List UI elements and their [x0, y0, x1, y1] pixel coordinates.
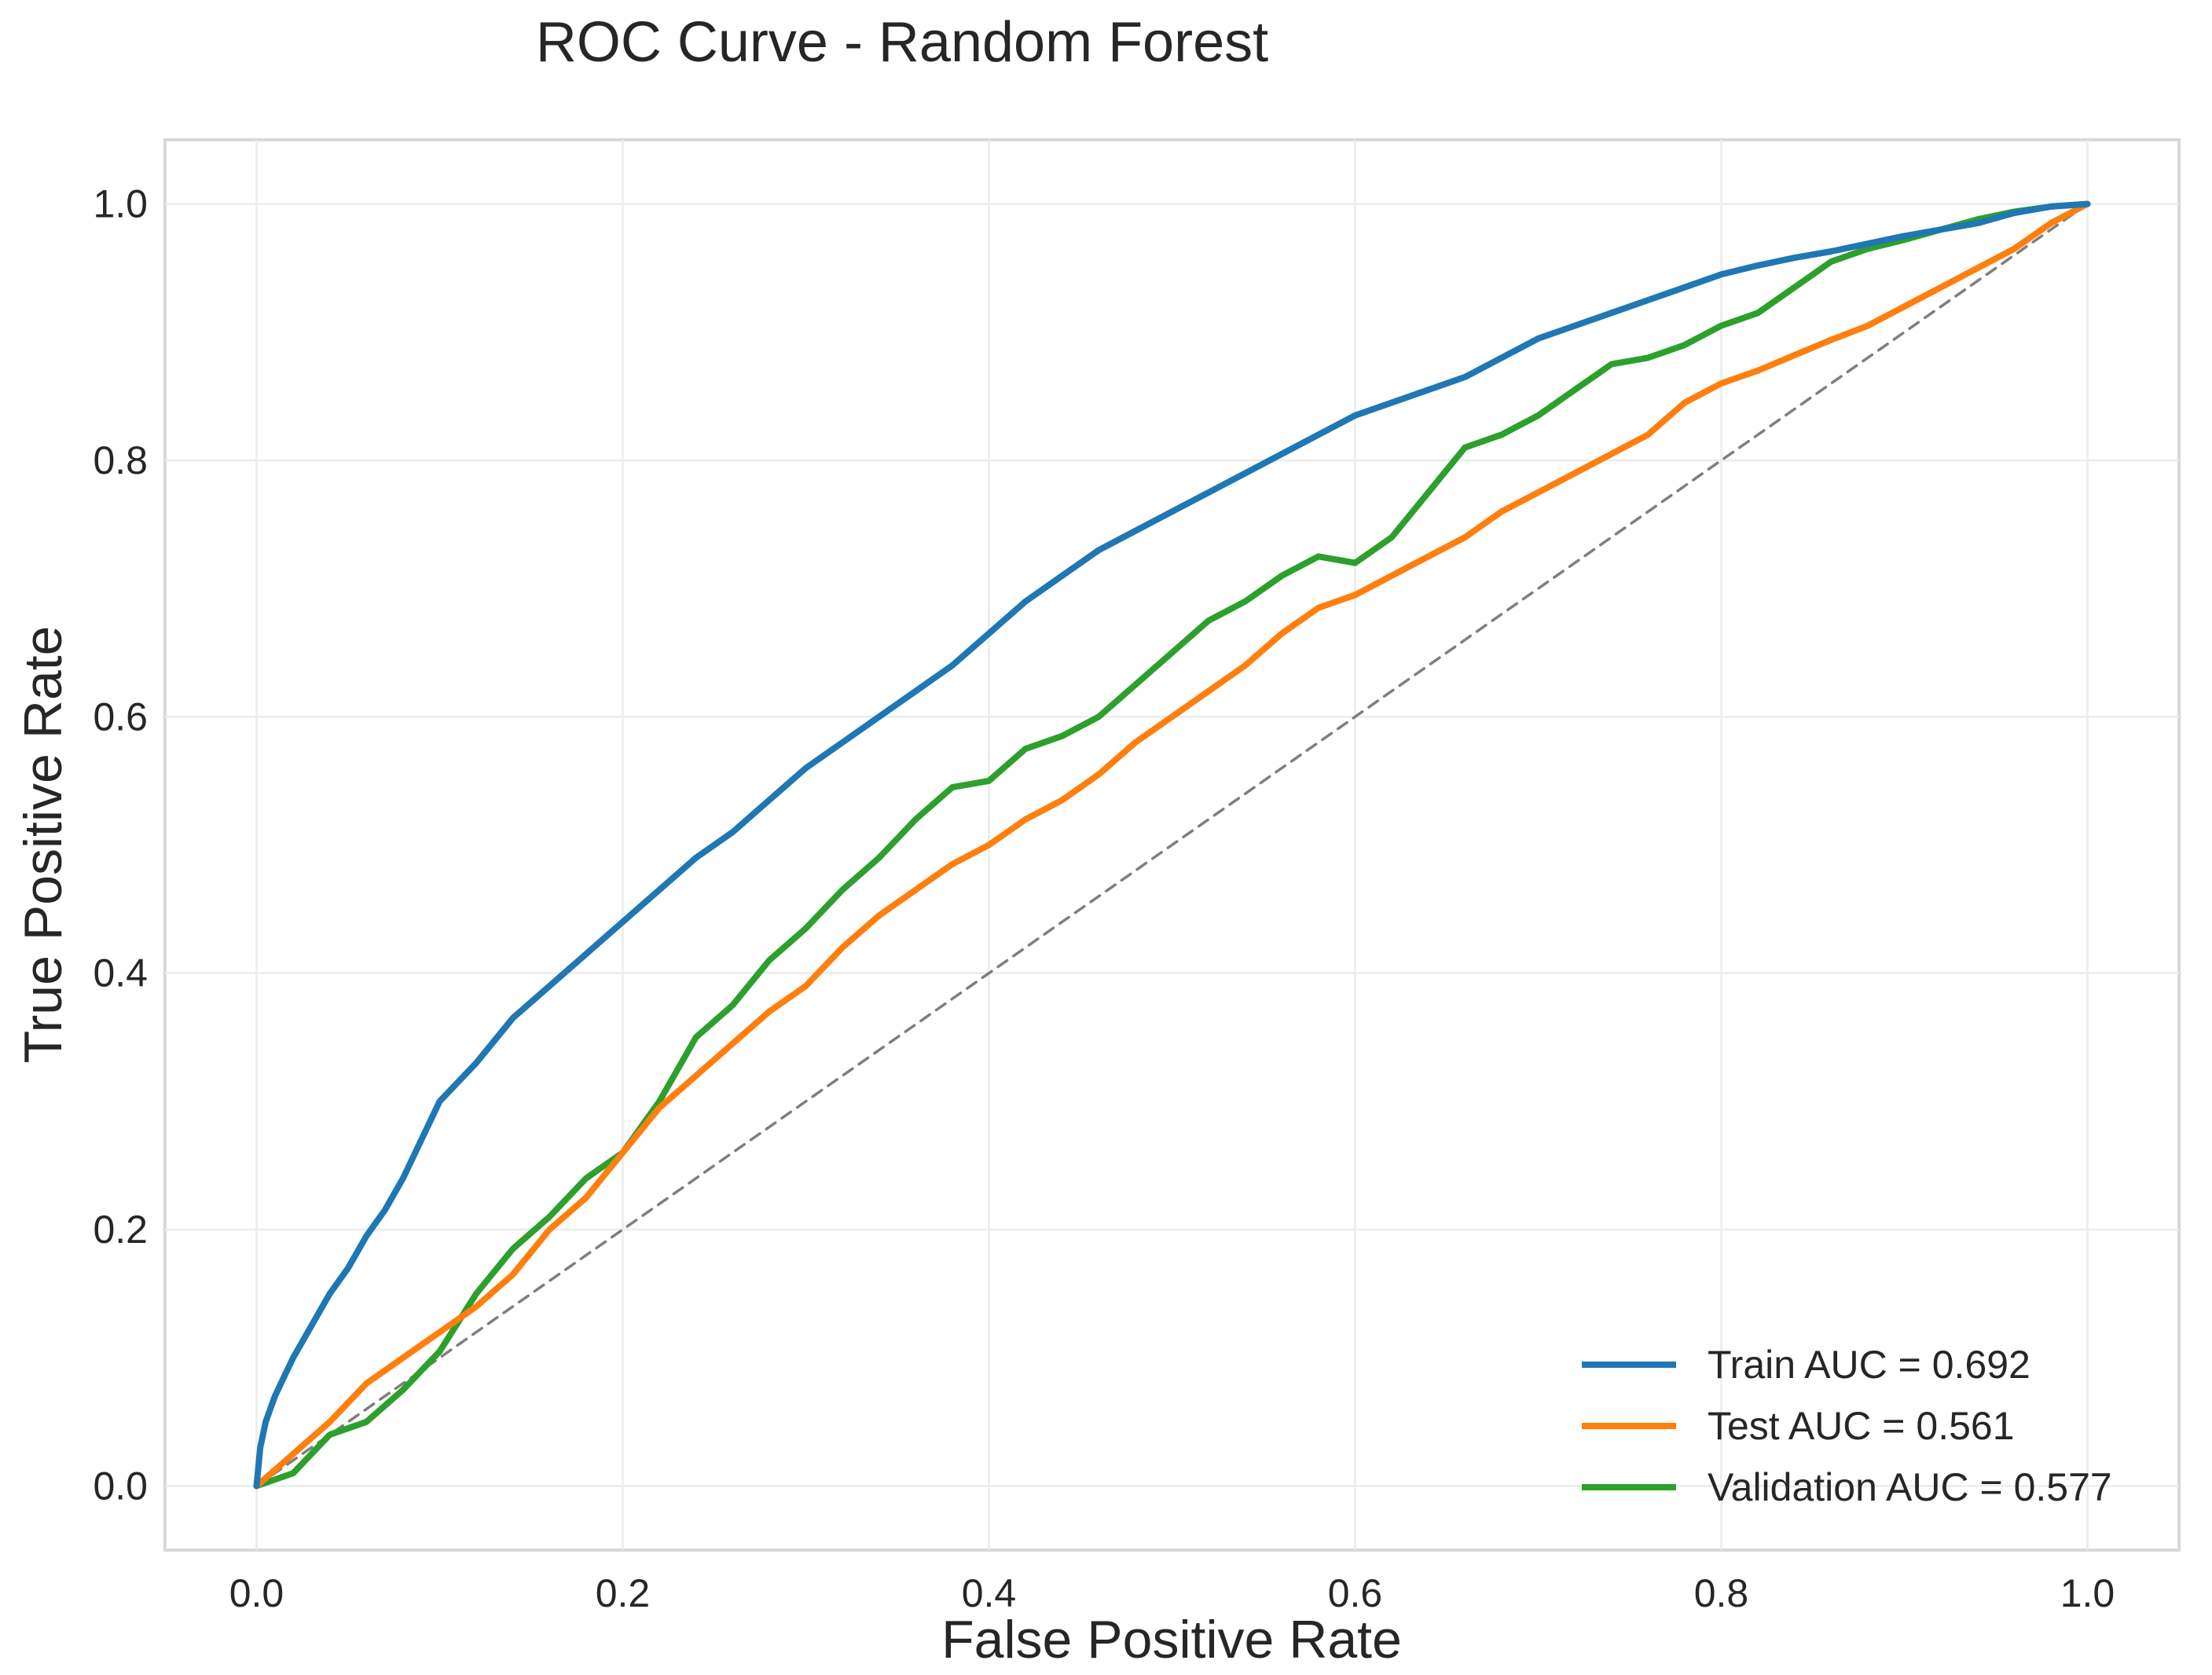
- tick-labels: 0.0 0.2 0.4 0.6 0.8 1.0 0.0 0.2 0.4 0.6 0.8 1.0: [93, 182, 2115, 1615]
- y-tick-label: 0.0: [93, 1464, 148, 1508]
- legend: Train AUC = 0.692 Test AUC = 0.561 Validat…: [1582, 1343, 2112, 1509]
- y-axis-label: True Positive Rate: [13, 626, 73, 1064]
- legend-label: Test AUC = 0.561: [1708, 1404, 2015, 1448]
- y-tick-label: 0.6: [93, 695, 148, 739]
- x-tick-label: 0.8: [1694, 1571, 1749, 1615]
- chart-title: ROC Curve - Random Forest: [536, 11, 1268, 74]
- y-tick-label: 0.4: [93, 951, 148, 995]
- x-tick-label: 1.0: [2060, 1571, 2115, 1615]
- x-axis-label: False Positive Rate: [941, 1610, 1402, 1670]
- series-lines: [253, 200, 2091, 1490]
- y-tick-label: 1.0: [93, 182, 148, 226]
- legend-label: Validation AUC = 0.577: [1708, 1465, 2112, 1509]
- x-tick-label: 0.6: [1328, 1571, 1383, 1615]
- series-line-test: [253, 200, 2091, 1490]
- y-tick-label: 0.2: [93, 1208, 148, 1252]
- x-tick-label: 0.2: [596, 1571, 651, 1615]
- plot-area-frame: [163, 138, 2181, 1552]
- x-tick-label: 0.4: [962, 1571, 1017, 1615]
- y-tick-label: 0.8: [93, 438, 148, 482]
- chance-diagonal-line: [255, 202, 2089, 1488]
- series-line-train: [253, 200, 2091, 1490]
- x-tick-label: 0.0: [229, 1571, 284, 1615]
- series-line-validation: [253, 200, 2091, 1490]
- legend-label: Train AUC = 0.692: [1708, 1343, 2030, 1387]
